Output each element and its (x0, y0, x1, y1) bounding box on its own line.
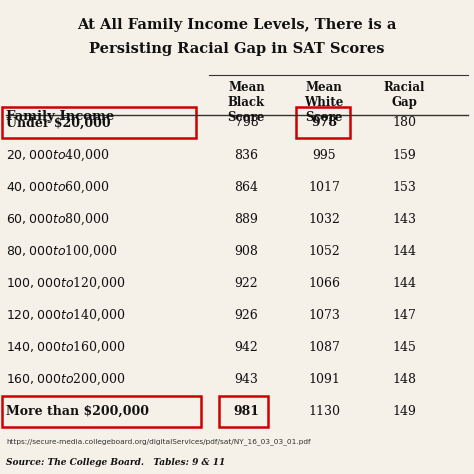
Text: 148: 148 (392, 373, 416, 386)
Text: 1091: 1091 (308, 373, 340, 386)
Text: 159: 159 (392, 148, 416, 162)
Text: 942: 942 (235, 341, 258, 354)
Text: 144: 144 (392, 245, 416, 258)
Text: 144: 144 (392, 277, 416, 290)
Text: 836: 836 (235, 148, 258, 162)
Text: $160,000 to $200,000: $160,000 to $200,000 (6, 372, 126, 387)
Text: 153: 153 (392, 181, 416, 193)
Text: $120,000 to $140,000: $120,000 to $140,000 (6, 308, 126, 323)
Text: 995: 995 (312, 148, 336, 162)
Text: 908: 908 (235, 245, 258, 258)
Text: Racial
Gap: Racial Gap (383, 82, 425, 109)
Text: 180: 180 (392, 117, 416, 129)
Text: Mean
White
Score: Mean White Score (304, 82, 344, 125)
Text: 1032: 1032 (308, 213, 340, 226)
Text: $100,000 to $120,000: $100,000 to $120,000 (6, 275, 126, 291)
Text: Mean
Black
Score: Mean Black Score (228, 82, 265, 125)
Text: 889: 889 (235, 213, 258, 226)
Text: $80,000 to $100,000: $80,000 to $100,000 (6, 244, 118, 259)
Text: 922: 922 (235, 277, 258, 290)
Text: $140,000 to $160,000: $140,000 to $160,000 (6, 339, 126, 355)
Text: Persisting Racial Gap in SAT Scores: Persisting Racial Gap in SAT Scores (89, 42, 385, 56)
Text: 926: 926 (235, 309, 258, 322)
Text: At All Family Income Levels, There is a: At All Family Income Levels, There is a (77, 18, 397, 32)
Text: 1087: 1087 (308, 341, 340, 354)
Text: 147: 147 (392, 309, 416, 322)
Text: 943: 943 (235, 373, 258, 386)
Text: $20,000 to $40,000: $20,000 to $40,000 (6, 147, 110, 163)
Text: 149: 149 (392, 405, 416, 418)
Text: Family Income: Family Income (6, 110, 114, 123)
Text: 981: 981 (233, 405, 259, 418)
Text: 864: 864 (235, 181, 258, 193)
Text: 798: 798 (235, 117, 258, 129)
Text: https://secure-media.collegeboard.org/digitalServices/pdf/sat/NY_16_03_03_01.pdf: https://secure-media.collegeboard.org/di… (6, 438, 311, 446)
Text: 145: 145 (392, 341, 416, 354)
Text: Source: The College Board.   Tables: 9 & 11: Source: The College Board. Tables: 9 & 1… (6, 458, 225, 467)
Text: 1052: 1052 (308, 245, 340, 258)
Text: More than $200,000: More than $200,000 (6, 405, 149, 418)
Text: 1017: 1017 (308, 181, 340, 193)
Text: 1073: 1073 (308, 309, 340, 322)
Text: 978: 978 (311, 117, 337, 129)
Text: $40,000 to $60,000: $40,000 to $60,000 (6, 179, 110, 195)
Text: 1066: 1066 (308, 277, 340, 290)
Text: 1130: 1130 (308, 405, 340, 418)
Text: 143: 143 (392, 213, 416, 226)
Text: Under $20,000: Under $20,000 (6, 117, 111, 129)
Text: $60,000 to $80,000: $60,000 to $80,000 (6, 211, 110, 227)
